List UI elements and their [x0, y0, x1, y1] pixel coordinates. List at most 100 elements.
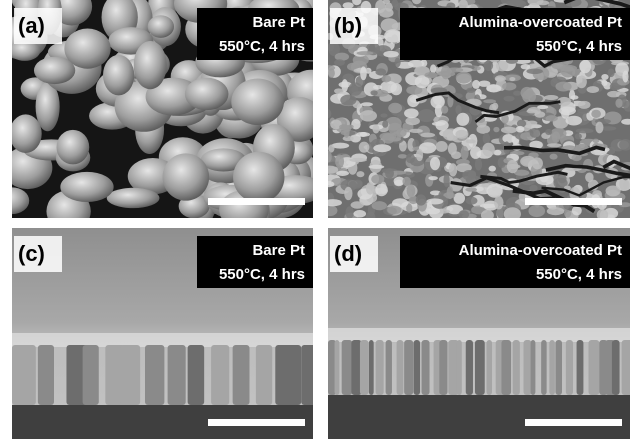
grain: [406, 153, 415, 163]
grain: [537, 105, 548, 109]
grain: [483, 133, 490, 144]
grain: [373, 125, 380, 134]
grain: [339, 124, 348, 129]
column: [211, 345, 229, 405]
grain: [623, 180, 629, 190]
grain: [407, 184, 416, 197]
grain: [460, 146, 468, 160]
column: [589, 340, 600, 395]
grain: [595, 122, 603, 134]
caption-condition: 550°C, 4 hrs: [219, 266, 305, 283]
grain: [430, 64, 436, 73]
grain: [344, 187, 352, 200]
grain: [521, 64, 531, 69]
grain: [465, 187, 477, 191]
grain: [447, 186, 454, 199]
grain: [454, 193, 465, 204]
grain: [597, 209, 609, 220]
column: [555, 340, 562, 395]
grain: [455, 130, 468, 139]
grain: [591, 110, 601, 118]
grain: [385, 168, 394, 178]
grain: [334, 59, 345, 66]
caption-title: Alumina-overcoated Pt: [459, 14, 622, 31]
caption-condition: 550°C, 4 hrs: [219, 38, 305, 55]
grain: [547, 207, 565, 215]
caption-title: Alumina-overcoated Pt: [459, 242, 622, 259]
grain: [577, 108, 590, 114]
grain: [564, 210, 571, 218]
grain: [572, 206, 582, 216]
grain: [441, 65, 451, 79]
grain: [325, 109, 332, 118]
grain: [351, 201, 364, 208]
column: [386, 340, 392, 395]
column: [369, 340, 374, 395]
grain: [615, 99, 622, 108]
grain: [601, 80, 607, 86]
grain: [550, 128, 566, 139]
column: [513, 340, 520, 395]
grain: [446, 68, 463, 73]
grain: [384, 29, 402, 42]
grain: [322, 65, 336, 70]
film-top-edge: [328, 328, 630, 342]
grain: [468, 170, 476, 178]
column: [397, 340, 404, 395]
grain: [381, 75, 391, 82]
grain: [322, 205, 338, 216]
grain: [526, 69, 543, 75]
grain: [504, 207, 521, 221]
grain: [580, 60, 591, 73]
grain: [369, 165, 385, 169]
grain: [537, 0, 550, 5]
grain: [546, 115, 558, 121]
grain: [56, 130, 89, 165]
grain: [492, 103, 498, 110]
column: [549, 340, 555, 395]
column: [120, 345, 140, 405]
caption-title: Bare Pt: [252, 14, 305, 31]
column: [145, 345, 164, 405]
grain: [34, 57, 75, 84]
column: [622, 340, 633, 395]
grain: [466, 139, 476, 143]
grain: [481, 210, 494, 221]
column: [404, 340, 413, 395]
grain: [380, 113, 387, 117]
column: [83, 345, 99, 405]
column: [301, 345, 316, 405]
scale-bar: [525, 419, 622, 426]
grain: [398, 154, 407, 158]
grain: [394, 180, 403, 187]
grain: [418, 109, 435, 122]
grain: [489, 166, 496, 172]
caption-title: Bare Pt: [252, 242, 305, 259]
grain: [470, 146, 481, 159]
grain: [555, 82, 571, 92]
grain: [561, 66, 575, 77]
grain: [325, 151, 332, 163]
grain: [424, 72, 437, 78]
grain: [530, 128, 540, 138]
grain: [233, 152, 284, 203]
grain: [496, 60, 508, 71]
grain: [561, 108, 570, 118]
column: [38, 345, 54, 405]
column: [168, 345, 186, 405]
column: [422, 340, 430, 395]
grain: [388, 103, 402, 113]
column: [188, 345, 205, 405]
grain: [420, 133, 435, 138]
grain: [608, 68, 615, 77]
grain: [527, 121, 538, 126]
grain: [593, 139, 600, 143]
grain: [345, 206, 353, 219]
grain: [349, 180, 363, 189]
grain: [103, 55, 134, 95]
column: [233, 345, 250, 405]
grain: [550, 154, 558, 160]
grain: [576, 75, 587, 88]
grain: [482, 143, 495, 157]
grain: [336, 171, 349, 176]
